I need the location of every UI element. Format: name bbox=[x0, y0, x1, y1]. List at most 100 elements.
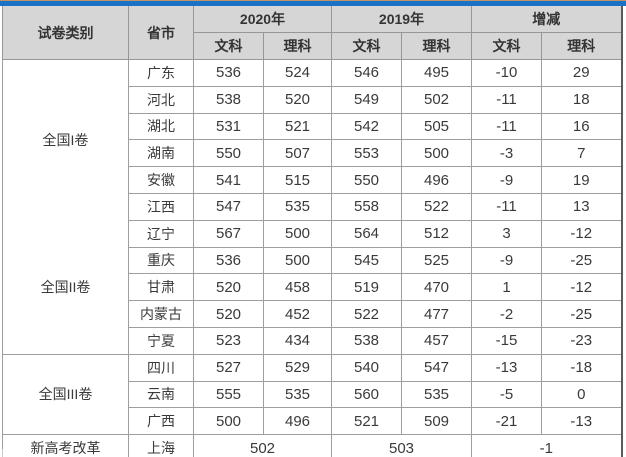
score-cell: 500 bbox=[193, 407, 264, 436]
table-row: 重庆 536 500 545 525 -9 -25 bbox=[3, 246, 622, 275]
score-cell: 470 bbox=[401, 273, 472, 302]
score-cell: 564 bbox=[331, 219, 402, 248]
score-cell: -13 bbox=[541, 407, 622, 436]
table-row: 广西 500 496 521 509 -21 -13 bbox=[3, 407, 622, 436]
province-cell: 云南 bbox=[128, 380, 194, 409]
province-cell: 湖北 bbox=[128, 112, 194, 141]
table-row: 新高考改革 上海 502 503 -1 bbox=[2, 434, 622, 457]
score-cell: -15 bbox=[471, 326, 542, 355]
merged-score-cell: -1 bbox=[471, 434, 622, 457]
score-cell: 555 bbox=[193, 380, 264, 409]
score-cell: 458 bbox=[263, 273, 332, 302]
score-cell: 522 bbox=[401, 192, 472, 221]
score-cell: 495 bbox=[401, 59, 472, 87]
score-cell: 531 bbox=[193, 112, 264, 141]
score-cell: 521 bbox=[331, 407, 402, 436]
province-cell: 安徽 bbox=[128, 166, 194, 194]
score-cell: 540 bbox=[331, 353, 402, 382]
table-row: 宁夏 523 434 538 457 -15 -23 bbox=[3, 326, 622, 355]
score-cell: 507 bbox=[263, 139, 332, 168]
header-change-li: 理科 bbox=[541, 32, 622, 60]
score-cell: 1 bbox=[471, 273, 542, 302]
score-cell: 19 bbox=[541, 166, 622, 194]
score-cell: -12 bbox=[541, 219, 622, 248]
score-cell: 3 bbox=[471, 219, 542, 248]
category-cell: 全国III卷 bbox=[2, 353, 129, 436]
left-edge-line bbox=[2, 449, 3, 457]
header-row-1: 试卷类别 省市 2020年 2019年 增减 bbox=[2, 6, 622, 60]
header-2020-wen: 文科 bbox=[193, 32, 264, 60]
top-accent-line bbox=[0, 0, 626, 1]
province-cell: 广西 bbox=[128, 407, 194, 436]
header-year-2020: 2020年 bbox=[193, 6, 332, 33]
score-cell: 529 bbox=[263, 353, 332, 382]
category-cell: 全国II卷 bbox=[2, 220, 129, 355]
province-cell: 内蒙古 bbox=[128, 300, 194, 328]
province-cell: 河北 bbox=[128, 85, 194, 114]
scores-table: 试卷类别 省市 2020年 2019年 增减 文科 理科 文科 理科 文科 理科… bbox=[2, 6, 623, 457]
score-cell: 536 bbox=[193, 246, 264, 275]
header-change: 增减 bbox=[471, 6, 622, 33]
table-row: 云南 555 535 560 535 -5 0 bbox=[3, 380, 622, 409]
province-cell: 江西 bbox=[128, 192, 194, 221]
merged-score-cell: 503 bbox=[331, 434, 472, 457]
score-cell: 523 bbox=[193, 326, 264, 355]
province-cell: 四川 bbox=[128, 353, 194, 382]
score-cell: 535 bbox=[401, 380, 472, 409]
score-cell: 542 bbox=[331, 112, 402, 141]
score-cell: 505 bbox=[401, 112, 472, 141]
score-cell: 16 bbox=[541, 112, 622, 141]
merged-score-cell: 502 bbox=[193, 434, 332, 457]
table-row: 湖北 531 521 542 505 -11 16 bbox=[3, 112, 622, 141]
score-cell: 434 bbox=[263, 326, 332, 355]
score-cell: 515 bbox=[263, 166, 332, 194]
score-cell: 522 bbox=[331, 300, 402, 328]
score-cell: 536 bbox=[193, 59, 264, 87]
score-cell: 452 bbox=[263, 300, 332, 328]
score-cell: 521 bbox=[263, 112, 332, 141]
score-cell: 500 bbox=[401, 139, 472, 168]
category-cell: 全国I卷 bbox=[2, 59, 129, 221]
score-cell: 457 bbox=[401, 326, 472, 355]
header-year-2019: 2019年 bbox=[331, 6, 472, 33]
score-cell: -2 bbox=[471, 300, 542, 328]
score-cell: 519 bbox=[331, 273, 402, 302]
score-cell: 550 bbox=[193, 139, 264, 168]
header-change-wen: 文科 bbox=[471, 32, 542, 60]
table-header: 试卷类别 省市 2020年 2019年 增减 文科 理科 文科 理科 文科 理科 bbox=[2, 6, 622, 60]
province-cell: 甘肃 bbox=[128, 273, 194, 302]
score-cell: -13 bbox=[471, 353, 542, 382]
province-cell: 宁夏 bbox=[128, 326, 194, 355]
table-row: 全国I卷 广东 536 524 546 495 -10 29 bbox=[2, 59, 622, 221]
table-row: 江西 547 535 558 522 -11 13 bbox=[3, 192, 622, 221]
score-cell: 558 bbox=[331, 192, 402, 221]
header-row-2: 文科 理科 文科 理科 文科 理科 bbox=[3, 32, 622, 60]
score-cell: 520 bbox=[263, 85, 332, 114]
score-cell: 527 bbox=[193, 353, 264, 382]
score-cell: 535 bbox=[263, 380, 332, 409]
score-cell: 0 bbox=[541, 380, 622, 409]
score-cell: -5 bbox=[471, 380, 542, 409]
province-cell: 重庆 bbox=[128, 246, 194, 275]
table-row: 内蒙古 520 452 522 477 -2 -25 bbox=[3, 300, 622, 328]
header-2019-li: 理科 bbox=[401, 32, 472, 60]
province-cell: 湖南 bbox=[128, 139, 194, 168]
score-cell: 524 bbox=[263, 59, 332, 87]
score-cell: 541 bbox=[193, 166, 264, 194]
score-cell: -25 bbox=[541, 246, 622, 275]
header-province: 省市 bbox=[128, 6, 194, 60]
score-cell: 512 bbox=[401, 219, 472, 248]
table-row: 全国II卷 辽宁 567 500 564 512 3 -12 bbox=[2, 219, 622, 355]
score-cell: 547 bbox=[193, 192, 264, 221]
header-category: 试卷类别 bbox=[2, 6, 129, 60]
category-cell: 新高考改革 bbox=[2, 434, 129, 457]
score-cell: 520 bbox=[193, 300, 264, 328]
score-cell: -11 bbox=[471, 85, 542, 114]
score-cell: 549 bbox=[331, 85, 402, 114]
score-cell: -25 bbox=[541, 300, 622, 328]
score-cell: -9 bbox=[471, 166, 542, 194]
score-cell: -12 bbox=[541, 273, 622, 302]
score-cell: 7 bbox=[541, 139, 622, 168]
score-cell: 18 bbox=[541, 85, 622, 114]
